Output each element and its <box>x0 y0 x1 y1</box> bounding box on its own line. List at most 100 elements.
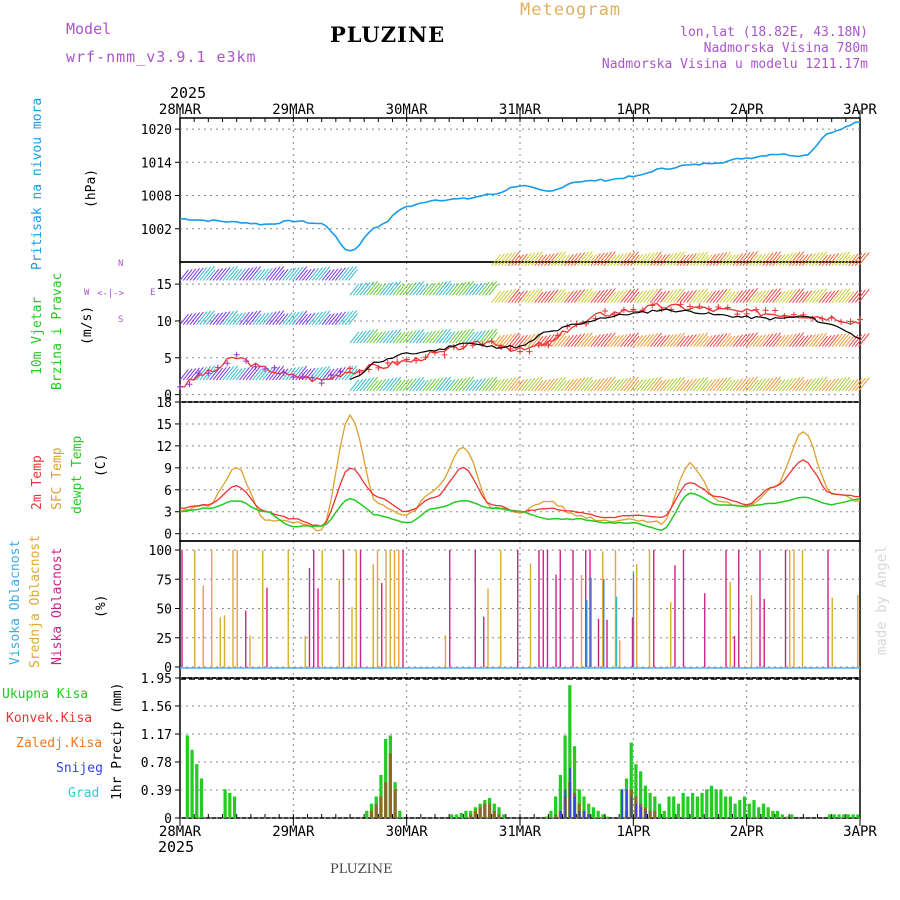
wind-barb <box>465 379 475 392</box>
wind-barb <box>481 377 494 392</box>
wind-barb <box>841 291 851 303</box>
snow-bar <box>621 789 623 818</box>
wind-barb <box>653 335 663 348</box>
cloud-axis-label: 100 <box>149 544 172 559</box>
total-precip-bar <box>667 796 671 818</box>
wind-barb <box>465 331 475 344</box>
wind-barb <box>739 333 751 348</box>
wind-barb <box>663 334 674 348</box>
wind-speed-marker <box>488 338 495 345</box>
wind-barb <box>494 378 505 392</box>
wind-barb <box>692 377 705 392</box>
total-precip-bar <box>846 814 851 818</box>
wind-barb <box>245 266 258 281</box>
total-precip-bar <box>568 685 572 818</box>
compass-n: N <box>118 259 124 269</box>
wind-barb <box>232 368 243 381</box>
conv-precip-bar <box>487 803 492 818</box>
wind-barb <box>255 368 266 381</box>
wind-barb <box>851 334 863 348</box>
wind-barb <box>795 254 805 266</box>
wind-barb <box>759 378 770 392</box>
wind-barb <box>206 313 216 325</box>
wind-barb <box>465 283 475 296</box>
wind-barb <box>762 377 774 392</box>
wind-barb <box>255 312 266 325</box>
wind-barb <box>706 334 717 348</box>
wind-speed-marker <box>214 364 221 371</box>
wind-barb <box>282 312 293 325</box>
wind-speed-marker <box>299 373 306 380</box>
wind-barb <box>801 378 813 392</box>
wind-barb <box>189 268 200 281</box>
wind-barb <box>682 334 694 348</box>
total-precip-bar <box>596 810 600 818</box>
total-precip-bar <box>766 807 770 818</box>
wind-barb <box>258 312 270 325</box>
wind-barb <box>818 379 828 392</box>
wind-barb <box>725 379 736 392</box>
wind-barb <box>735 378 747 392</box>
wind-barb <box>699 335 709 348</box>
wind-barb <box>222 310 235 325</box>
wind-barb <box>689 289 701 303</box>
temp-unit: (C) <box>94 453 109 477</box>
wind-barb <box>229 313 239 325</box>
wind-barb <box>788 288 801 303</box>
total-precip-bar <box>676 803 681 818</box>
wind-barb <box>752 379 763 392</box>
wind-speed-marker <box>422 354 429 361</box>
pressure-line <box>180 121 861 252</box>
wind-barb <box>600 332 613 348</box>
wind-barb <box>428 282 440 296</box>
wind-barb <box>573 252 586 266</box>
grad-label: Grad <box>68 786 100 801</box>
wind-barb <box>202 310 215 325</box>
wind-barb <box>640 334 651 348</box>
wind-barb <box>325 269 335 281</box>
wind-barb <box>643 289 655 303</box>
wind-barb <box>811 251 824 266</box>
wind-barb <box>252 368 262 381</box>
wind-barb <box>422 331 433 344</box>
wind-barb <box>517 290 528 303</box>
wind-barb <box>606 379 617 392</box>
wind-barb <box>765 288 778 303</box>
wind-barb <box>491 254 502 266</box>
wind-barb <box>288 267 300 281</box>
product-title: Meteogram <box>520 0 622 20</box>
wind-barb <box>702 291 713 303</box>
wind-barb <box>626 251 639 266</box>
wind-barb <box>762 289 774 303</box>
wind-barb <box>838 376 851 392</box>
wind-axis-label: 0 <box>164 389 172 404</box>
wind-barb <box>504 252 516 266</box>
bottom-day-label: 30MAR <box>386 824 429 840</box>
wind-barb <box>759 252 770 266</box>
wind-gust-line <box>349 308 861 381</box>
wind-barb <box>189 367 200 381</box>
wind-barb <box>729 253 740 266</box>
snow-bar <box>640 807 642 818</box>
cloud-axis-label: 75 <box>156 573 172 588</box>
wind-barb <box>399 283 410 296</box>
wind-barb <box>219 267 231 281</box>
wind-barb <box>249 310 262 325</box>
wind-barb <box>311 311 323 325</box>
wind-barb <box>504 333 516 348</box>
total-precip-bar <box>558 774 562 818</box>
wind-barb <box>530 332 543 348</box>
snow-bar <box>625 789 628 818</box>
wind-barb <box>567 253 578 266</box>
wind-barb <box>679 335 690 348</box>
total-precip-bar <box>681 792 685 818</box>
wind-barb <box>587 379 598 392</box>
wind-barb <box>285 367 297 381</box>
dewpt-line <box>179 492 861 531</box>
wind-barb <box>570 252 582 266</box>
wind-speed-marker <box>186 381 193 388</box>
wind-barb <box>606 254 617 266</box>
wind-barb <box>613 334 624 348</box>
wind-barb <box>798 254 809 266</box>
total-precip-bar <box>728 796 732 818</box>
